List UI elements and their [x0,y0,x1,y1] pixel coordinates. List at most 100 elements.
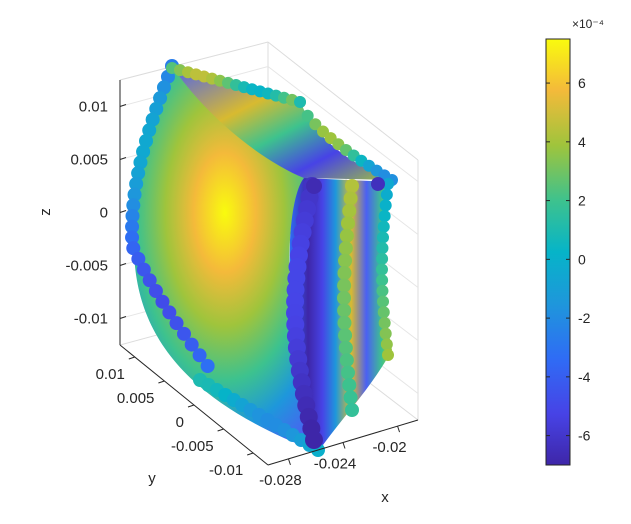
scatter-point [339,228,354,243]
scatter-point [145,112,160,127]
y-tick-label: 0.01 [96,366,125,383]
grid-line [267,66,419,182]
scatter-point [337,278,352,293]
z-axis-label: z [37,208,54,216]
scatter-point [125,209,140,223]
scatter-point [380,338,393,351]
scatter-point [125,219,140,234]
scatter-point [376,242,389,255]
scatter-point [127,187,142,202]
colorbar-tick-label: -2 [578,310,591,326]
y-tick-mark [187,404,195,408]
scatter-point [305,431,323,449]
z-tick-mark [119,157,127,160]
y-tick-label: -0.01 [209,462,243,479]
scatter-point [156,80,171,95]
scatter-point [341,365,355,380]
scatter-point [379,199,392,212]
scatter-point [376,252,389,265]
colorbar-gradient [545,38,571,466]
scatter-point [377,306,390,319]
z-ticks: 0.01 0.005 0 -0.005 -0.01 [65,99,127,328]
scatter-point [131,166,146,181]
scatter-point [382,349,394,361]
scatter-point [192,348,207,363]
scatter-point [148,284,163,298]
y-ticks: 0.01 0.005 0 -0.005 -0.01 [96,356,254,479]
scatter-point [200,359,215,373]
z-tick-mark [119,104,127,107]
scatter-point [337,266,352,281]
colorbar-tick-label: 2 [578,193,586,209]
scatter-point [342,378,357,393]
scatter-point [309,118,322,131]
outer-face [133,66,336,452]
scatter-point [176,326,191,341]
scatter-point [139,134,154,148]
top-face [172,66,392,180]
z-tick-mark [119,210,127,213]
scatter-point [345,403,359,417]
scatter-body [125,59,398,457]
scatter-point [306,178,322,194]
z-tick-label: 0.01 [79,99,108,116]
z-tick-label: 0 [100,205,108,222]
scatter-point [343,390,358,405]
scatter-point [184,337,199,352]
colorbar: 6 4 2 0 -2 -4 -6 ×10⁻⁴ [545,17,604,466]
scatter-point [338,253,353,268]
y-tick-label: 0.005 [117,390,155,407]
colorbar-ticks: 6 4 2 0 -2 -4 -6 [546,75,591,444]
z-tick-label: -0.01 [74,311,108,328]
colorbar-tick-label: 0 [578,251,586,267]
colorbar-tick-label: -6 [578,428,591,444]
scatter-point [129,176,144,191]
scatter-point [126,198,141,213]
scatter-point [376,274,389,287]
scatter-point [378,210,391,223]
scatter-point [371,177,385,191]
scatter-point [169,316,184,331]
x-tick-label: -0.02 [372,439,406,456]
x-axis-label: x [381,489,389,506]
scatter-point [126,241,141,256]
scatter-point [136,262,151,277]
colorbar-tick-label: -4 [578,369,591,385]
scatter-point [133,155,148,170]
y-tick-mark [158,380,165,384]
y-tick-mark [128,356,135,360]
scatter-point [131,251,146,266]
z-tick-mark [119,263,127,266]
z-tick-label: -0.005 [65,258,108,275]
y-axis-label: y [148,470,156,487]
y-tick-mark [247,452,254,456]
y-tick-label: 0 [176,414,184,431]
scatter-point [382,178,394,190]
y-tick-label: -0.005 [171,438,214,455]
scatter-point [339,353,354,368]
z-tick-mark [119,316,127,319]
scatter-point [153,91,168,106]
scatter-point [301,109,314,122]
scatter-point [136,144,151,159]
scatter-point [338,340,353,355]
scatter-point [142,123,157,138]
x-tick-mark [342,442,346,449]
x-tick-label: -0.028 [259,472,302,489]
x-tick-mark [397,425,401,433]
scatter-point [376,263,388,276]
scatter-point [337,303,352,318]
scatter-point [380,188,393,201]
scatter-point [377,295,390,308]
scatter-point [142,273,157,288]
z-tick-label: 0.005 [70,152,108,169]
scatter-point [377,231,390,244]
scatter-point [377,220,390,233]
colorbar-tick-label: 6 [578,75,586,91]
scatter-point [162,305,177,320]
scatter-point [338,328,353,343]
scatter-point [343,191,358,206]
scatter-point [337,291,351,305]
x-tick-mark [287,458,291,466]
